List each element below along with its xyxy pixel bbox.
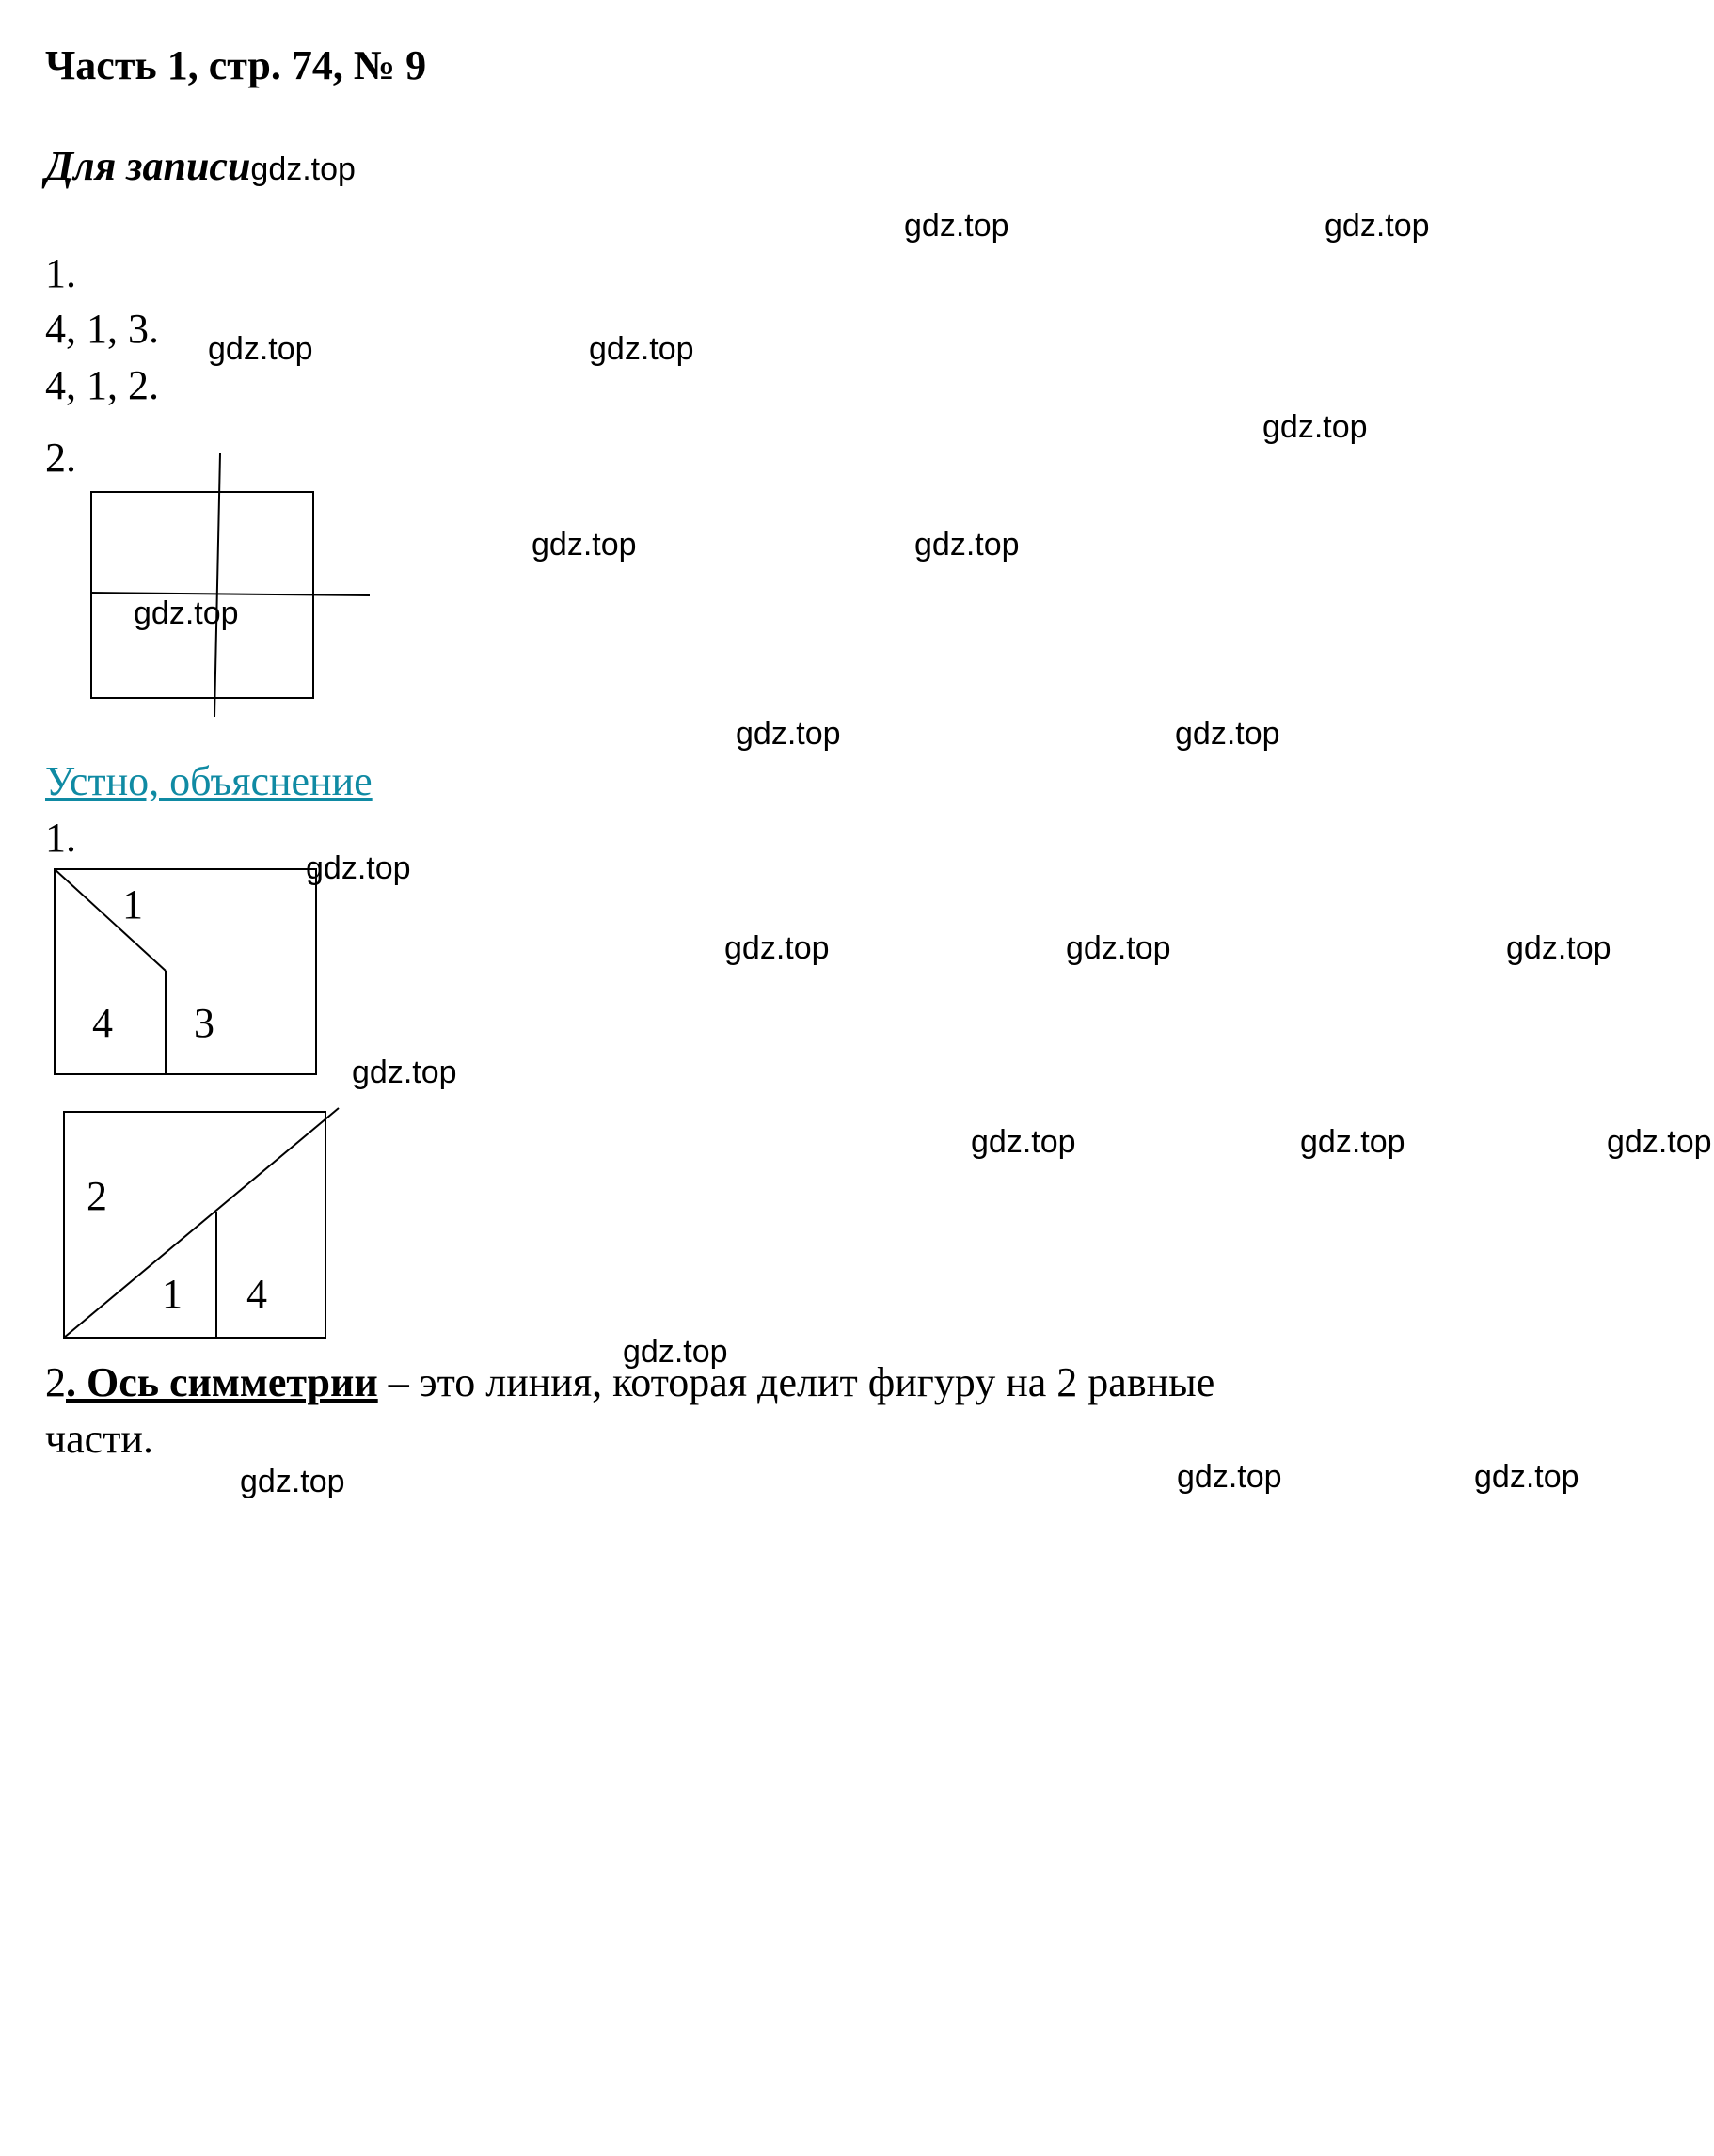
definition-rest-2: части.: [45, 1416, 153, 1462]
svg-text:4: 4: [246, 1271, 267, 1317]
watermark: gdz.top: [736, 713, 841, 756]
watermark: gdz.top: [1177, 1456, 1282, 1499]
watermark: gdz.top: [240, 1461, 345, 1504]
watermark: gdz.top: [352, 1052, 457, 1095]
definition-prefix: 2: [45, 1359, 66, 1405]
definition-block: 2. Ось симметрии – это линия, которая де…: [45, 1355, 1669, 1466]
watermark: gdz.top: [306, 848, 411, 891]
definition-term: . Ось симметрии: [66, 1359, 378, 1405]
svg-text:1: 1: [162, 1271, 183, 1317]
watermark: gdz.top: [914, 524, 1020, 567]
watermark: gdz.top: [724, 927, 830, 971]
watermark: gdz.top: [1325, 205, 1430, 248]
page-title: Часть 1, стр. 74, № 9: [45, 38, 1669, 93]
definition-rest-1: – это линия, которая делит фигуру на 2 р…: [378, 1359, 1215, 1405]
subtitle-italic: Для записи: [45, 143, 250, 189]
line-1: 1.: [45, 246, 1669, 301]
svg-text:1: 1: [122, 881, 143, 927]
diagram-rectangle-214: 2 1 4: [45, 1106, 346, 1351]
svg-text:4: 4: [92, 1000, 113, 1046]
subtitle-row: Для записиgdz.top: [45, 138, 1669, 194]
watermark: gdz.top: [1066, 927, 1171, 971]
oral-explanation-heading: Устно, объяснение: [45, 753, 1669, 809]
watermark: gdz.top: [589, 328, 694, 372]
watermark: gdz.top: [134, 593, 239, 636]
section1-label: 1.: [45, 810, 1669, 865]
watermark: gdz.top: [904, 205, 1009, 248]
watermark: gdz.top: [1175, 713, 1280, 756]
watermark: gdz.top: [1262, 406, 1368, 450]
watermark: gdz.top: [208, 328, 313, 372]
svg-text:3: 3: [194, 1000, 214, 1046]
watermark: gdz.top: [532, 524, 637, 567]
watermark: gdz.top: [1607, 1121, 1712, 1165]
watermark: gdz.top: [623, 1331, 728, 1374]
svg-text:2: 2: [87, 1173, 107, 1219]
diagram-rectangle-134: 1 4 3: [45, 864, 327, 1080]
watermark: gdz.top: [1506, 927, 1611, 971]
diagram-symmetry-axes: [45, 452, 384, 720]
watermark: gdz.top: [971, 1121, 1076, 1165]
watermark: gdz.top: [1474, 1456, 1579, 1499]
watermark: gdz.top: [1300, 1121, 1405, 1165]
subtitle-watermark: gdz.top: [250, 151, 356, 187]
